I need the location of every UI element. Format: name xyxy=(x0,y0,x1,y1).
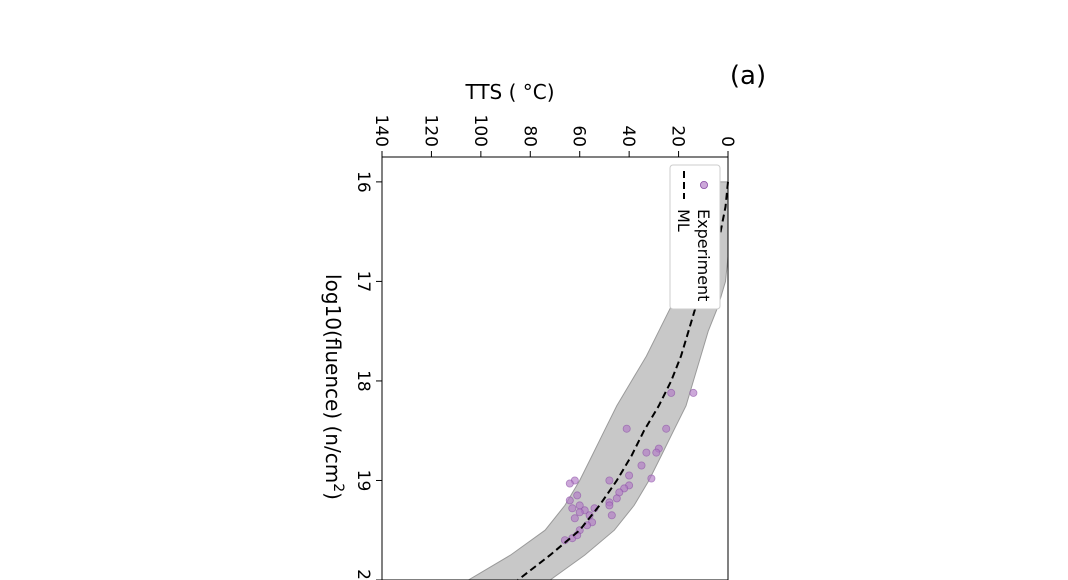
legend-experiment-label: Experiment xyxy=(694,209,713,301)
experiment-point xyxy=(565,496,574,505)
y-tick-label: 120 xyxy=(420,115,440,147)
y-axis-label: TTS ( °C) xyxy=(464,80,554,104)
experiment-point xyxy=(565,479,574,488)
experiment-point xyxy=(625,471,634,480)
x-axis-label: log10(fluence) (n/cm2) xyxy=(321,274,346,500)
y-tick-label: 100 xyxy=(470,115,490,147)
x-axis-ticks: 16 17 18 19 20 xyxy=(353,171,382,580)
experiment-point xyxy=(570,514,579,523)
experiment-point xyxy=(568,504,577,513)
y-axis-ticks: 0 20 40 60 80 100 120 140 xyxy=(371,115,737,157)
legend-box xyxy=(669,164,721,310)
x-tick-label: 19 xyxy=(353,470,373,492)
y-tick-label: 60 xyxy=(569,125,589,147)
experiment-point xyxy=(575,501,584,510)
experiment-points xyxy=(560,388,698,545)
y-tick-label: 80 xyxy=(519,125,539,147)
x-tick-label: 18 xyxy=(353,370,373,392)
experiment-point xyxy=(607,511,616,520)
plot-area: 16 17 18 19 20 0 20 40 60 80 100 120 140 log10(flue… xyxy=(321,61,766,580)
x-tick-label: 17 xyxy=(353,271,373,293)
y-tick-label: 40 xyxy=(618,125,638,147)
uncertainty-band xyxy=(466,181,729,580)
y-tick-label: 0 xyxy=(717,136,737,147)
legend-experiment-marker xyxy=(700,180,709,189)
experiment-point xyxy=(689,388,698,397)
y-tick-label: 20 xyxy=(668,125,688,147)
experiment-point xyxy=(642,448,651,457)
legend: Experiment ML xyxy=(669,164,721,310)
experiment-point xyxy=(647,474,656,483)
experiment-point xyxy=(605,476,614,485)
experiment-point xyxy=(637,461,646,470)
experiment-point xyxy=(605,501,614,510)
experiment-point xyxy=(612,494,621,503)
plot-frame xyxy=(381,156,729,580)
y-tick-label: 140 xyxy=(371,115,391,147)
experiment-point xyxy=(652,448,661,457)
x-tick-label: 16 xyxy=(353,171,373,193)
experiment-point xyxy=(573,491,582,500)
panel-label: (a) xyxy=(730,61,766,91)
legend-ml-label: ML xyxy=(674,209,693,232)
experiment-point xyxy=(667,388,676,397)
experiment-point xyxy=(622,424,631,433)
x-tick-label: 20 xyxy=(353,569,373,580)
experiment-point xyxy=(575,508,584,517)
experiment-point xyxy=(662,424,671,433)
